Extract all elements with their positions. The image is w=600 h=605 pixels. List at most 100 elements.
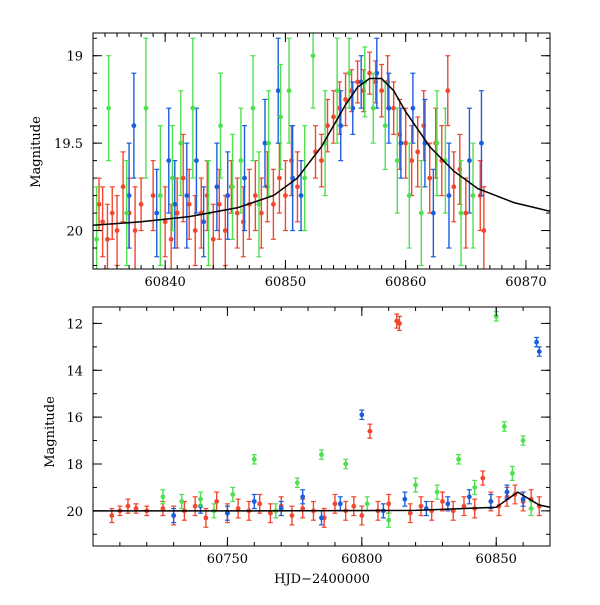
data-point-green (124, 210, 130, 216)
data-point-blue (504, 489, 510, 495)
data-point-green (286, 88, 292, 94)
y-tick-label: 20 (66, 225, 83, 240)
data-point-green (278, 114, 284, 120)
data-point-green (470, 193, 476, 198)
data-point-red (105, 236, 110, 242)
x-tick-label: 60750 (207, 552, 248, 567)
data-point-green (179, 499, 185, 504)
data-point-blue (479, 140, 484, 146)
data-point-red (138, 201, 144, 207)
data-point-red (331, 114, 336, 120)
data-point-red (461, 503, 467, 509)
data-point-blue (225, 510, 230, 516)
data-point-green (160, 494, 166, 500)
data-point-green (343, 461, 349, 467)
data-point-red (192, 228, 198, 233)
data-point-blue (251, 499, 257, 504)
model-curve (93, 491, 550, 512)
data-point-green (169, 175, 175, 181)
data-point-green (94, 236, 100, 242)
data-point-red (222, 228, 228, 233)
data-point-green (319, 452, 324, 458)
data-point-blue (290, 175, 296, 181)
data-point-blue (445, 501, 451, 507)
data-point-blue (446, 193, 452, 198)
data-point-green (456, 456, 461, 462)
data-point-red (234, 210, 240, 216)
data-point-red (418, 503, 424, 509)
data-point-red (355, 79, 360, 85)
data-point-green (218, 123, 223, 129)
data-point-red (351, 503, 357, 509)
data-point-red (409, 158, 415, 164)
data-point-green (382, 123, 388, 129)
data-point-red (481, 228, 487, 233)
data-point-red (125, 503, 131, 509)
data-point-green (509, 470, 515, 476)
data-point-red (133, 506, 139, 511)
data-point-blue (319, 515, 324, 521)
x-tick-label: 60860 (385, 275, 426, 290)
data-point-red (277, 175, 282, 181)
bottom-y-axis-label: Magnitude (43, 396, 58, 468)
y-tick-label: 14 (66, 364, 83, 379)
data-point-blue (262, 140, 268, 146)
data-point-red (180, 175, 186, 181)
data-point-red (210, 236, 216, 242)
data-point-blue (350, 105, 356, 111)
data-point-red (216, 201, 222, 207)
data-point-red (480, 475, 486, 481)
bottom-x-axis-label: HJD−2400000 (274, 572, 370, 587)
data-point-blue (298, 193, 304, 198)
data-point-red (162, 219, 168, 225)
data-point-blue (386, 105, 392, 111)
data-point-blue (520, 496, 526, 502)
data-point-green (250, 105, 256, 111)
data-point-green (406, 193, 412, 198)
data-point-green (434, 140, 440, 146)
top-panel: 60840 60850 60860 60870 19 19.5 20 (54, 32, 551, 290)
data-point-red (463, 210, 469, 216)
data-point-red (235, 506, 241, 511)
data-point-red (174, 210, 180, 216)
data-point-green (238, 158, 244, 164)
data-point-blue (398, 140, 404, 146)
data-point-red (300, 506, 306, 511)
data-point-red (319, 158, 324, 164)
y-tick-label: 12 (66, 317, 83, 332)
data-point-green (157, 193, 163, 198)
x-tick-label: 60840 (144, 275, 185, 290)
data-point-red (427, 175, 433, 181)
data-point-green (501, 424, 507, 429)
data-point-blue (534, 339, 539, 345)
data-point-blue (337, 501, 343, 507)
model-curve (93, 77, 550, 227)
data-point-red (283, 193, 288, 198)
data-point-red (186, 201, 192, 207)
data-point-blue (154, 210, 160, 216)
data-point-red (403, 140, 409, 146)
data-point-green (364, 501, 370, 507)
data-point-blue (275, 88, 281, 94)
data-point-red (109, 210, 115, 216)
y-tick-label: 20 (66, 505, 83, 520)
data-point-red (192, 503, 198, 509)
data-point-red (257, 501, 263, 507)
data-point-red (160, 506, 166, 511)
data-point-red (325, 123, 330, 129)
data-point-green (458, 210, 464, 216)
data-point-green (256, 201, 262, 207)
data-point-green (520, 438, 526, 443)
data-point-green (434, 489, 440, 495)
data-point-red (445, 88, 451, 94)
data-point-red (203, 515, 209, 521)
data-point-red (386, 501, 392, 507)
data-point-red (270, 201, 276, 207)
plot-area (93, 33, 550, 269)
data-point-blue (171, 513, 177, 518)
data-point-red (100, 219, 106, 225)
data-point-blue (410, 105, 416, 111)
data-point-blue (278, 506, 284, 511)
data-point-green (528, 506, 534, 511)
data-point-blue (126, 193, 132, 198)
